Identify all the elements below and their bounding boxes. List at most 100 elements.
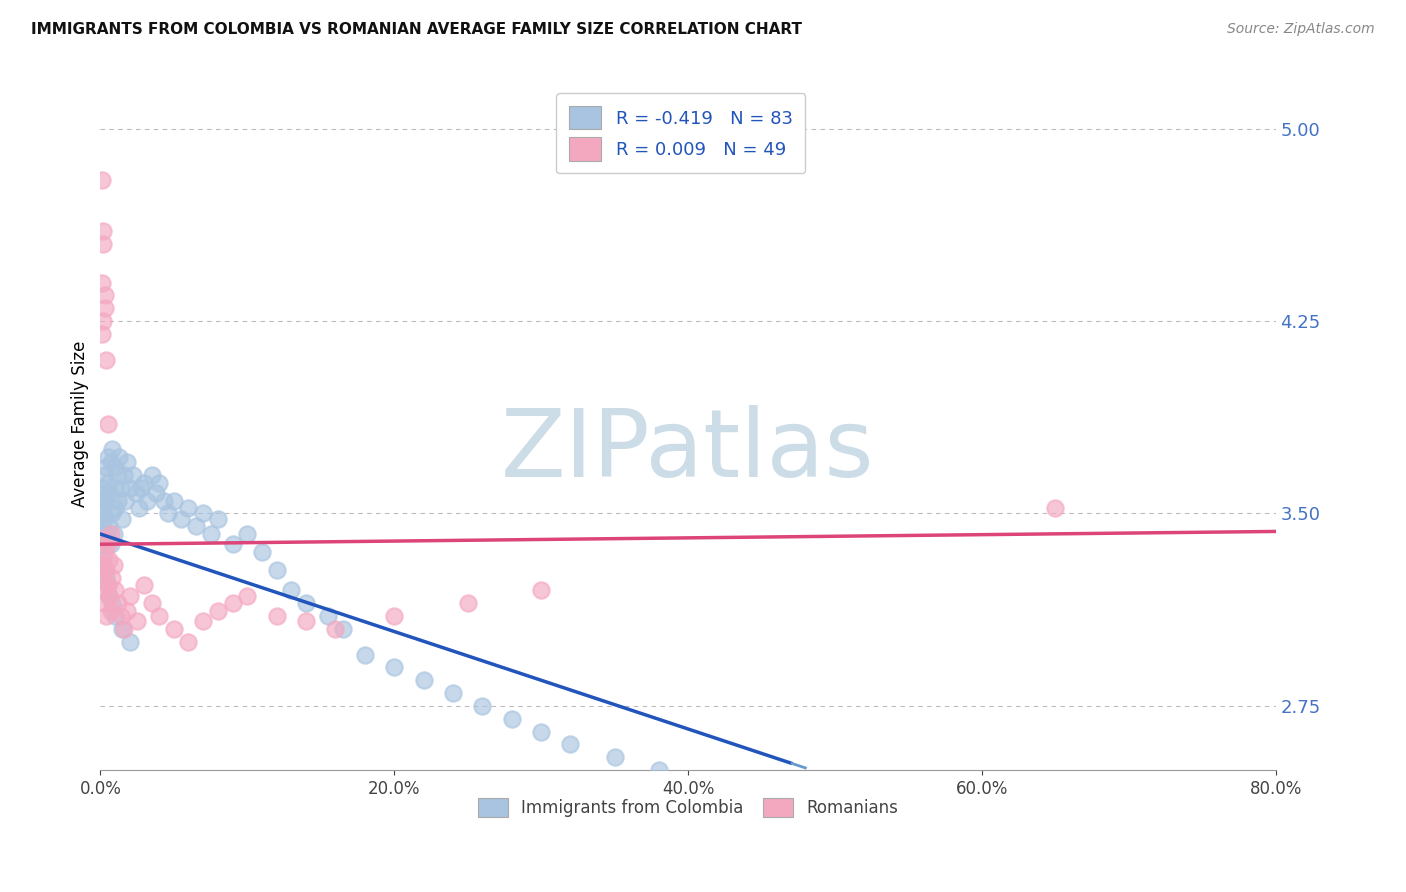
Point: [104, 501, 127, 516]
Point: [136, 493, 159, 508]
Point: [1045, 501, 1067, 516]
Point: [141, 596, 163, 610]
Text: ZIPatlas: ZIPatlas: [501, 406, 875, 498]
Point: [91, 237, 114, 252]
Point: [94, 563, 117, 577]
Point: [91, 481, 114, 495]
Point: [90, 537, 112, 551]
Point: [412, 673, 434, 688]
Point: [94, 596, 117, 610]
Point: [128, 501, 150, 516]
Point: [91, 501, 114, 516]
Point: [101, 507, 124, 521]
Point: [98, 589, 121, 603]
Point: [110, 609, 132, 624]
Point: [110, 481, 132, 495]
Point: [101, 596, 124, 610]
Point: [325, 622, 347, 636]
Point: [353, 648, 375, 662]
Point: [90, 519, 112, 533]
Point: [94, 511, 117, 525]
Point: [118, 634, 141, 648]
Point: [115, 455, 138, 469]
Point: [90, 571, 112, 585]
Point: [250, 545, 273, 559]
Point: [177, 634, 200, 648]
Point: [121, 468, 143, 483]
Legend: Immigrants from Colombia, Romanians: Immigrants from Colombia, Romanians: [471, 791, 905, 824]
Point: [280, 583, 302, 598]
Point: [94, 486, 117, 500]
Point: [96, 352, 118, 367]
Point: [200, 527, 222, 541]
Point: [103, 481, 125, 495]
Point: [808, 814, 831, 829]
Point: [382, 609, 405, 624]
Point: [530, 724, 553, 739]
Point: [105, 468, 128, 483]
Point: [692, 776, 714, 790]
Point: [97, 537, 120, 551]
Point: [103, 527, 125, 541]
Point: [91, 583, 114, 598]
Point: [112, 622, 135, 636]
Point: [779, 801, 801, 815]
Point: [236, 527, 259, 541]
Point: [141, 468, 163, 483]
Point: [96, 460, 118, 475]
Point: [382, 660, 405, 674]
Point: [735, 789, 758, 803]
Point: [177, 501, 200, 516]
Point: [295, 614, 318, 628]
Point: [501, 712, 523, 726]
Point: [163, 622, 186, 636]
Point: [96, 563, 118, 577]
Point: [114, 493, 136, 508]
Point: [295, 596, 318, 610]
Point: [103, 558, 125, 572]
Point: [101, 571, 124, 585]
Point: [94, 545, 117, 559]
Point: [111, 511, 134, 525]
Point: [94, 288, 117, 302]
Point: [98, 552, 121, 566]
Point: [97, 578, 120, 592]
Point: [125, 614, 148, 628]
Point: [131, 481, 153, 495]
Point: [112, 468, 135, 483]
Point: [266, 609, 288, 624]
Point: [100, 455, 122, 469]
Point: [96, 609, 118, 624]
Point: [90, 173, 112, 187]
Point: [603, 750, 626, 764]
Point: [96, 571, 118, 585]
Point: [134, 578, 156, 592]
Point: [97, 417, 120, 431]
Point: [207, 511, 229, 525]
Point: [134, 475, 156, 490]
Point: [94, 301, 117, 316]
Point: [90, 507, 112, 521]
Point: [108, 450, 131, 464]
Point: [90, 326, 112, 341]
Point: [91, 314, 114, 328]
Point: [221, 537, 243, 551]
Point: [316, 609, 339, 624]
Point: [104, 609, 127, 624]
Point: [193, 614, 215, 628]
Point: [148, 475, 170, 490]
Point: [104, 460, 127, 475]
Point: [97, 475, 120, 490]
Point: [91, 532, 114, 546]
Point: [118, 481, 141, 495]
Point: [124, 486, 146, 500]
Point: [91, 493, 114, 508]
Point: [90, 558, 112, 572]
Point: [104, 583, 127, 598]
Text: Source: ZipAtlas.com: Source: ZipAtlas.com: [1227, 22, 1375, 37]
Point: [90, 276, 112, 290]
Point: [91, 552, 114, 566]
Point: [107, 493, 129, 508]
Point: [107, 596, 129, 610]
Point: [193, 507, 215, 521]
